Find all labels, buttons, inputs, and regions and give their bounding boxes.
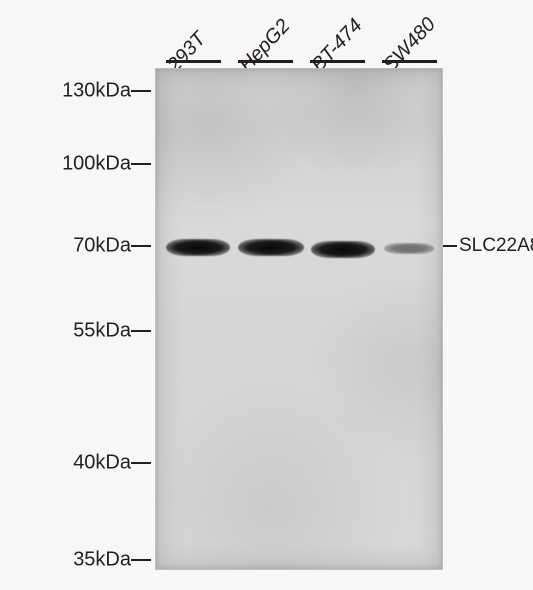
band-lane3 [311,241,375,258]
mw-marker [131,163,151,165]
lane-underline [382,60,437,63]
band-lane2 [238,239,304,256]
mw-label: 55kDa [73,320,131,343]
lane-underline [238,60,293,63]
mw-marker [131,462,151,464]
mw-marker [131,245,151,247]
mw-marker [131,90,151,92]
target-label: SLC22A8 [459,235,533,257]
mw-label: 40kDa [73,452,131,475]
blot-membrane [155,68,443,570]
band-lane1 [166,239,230,256]
lane-underline [310,60,365,63]
mw-marker [131,330,151,332]
western-blot-figure: 130kDa 100kDa 70kDa 55kDa 40kDa 35kDa 29… [0,0,533,590]
lane-underline [166,60,221,63]
mw-label: 100kDa [62,153,131,176]
band-lane4 [384,243,434,254]
mw-label: 70kDa [73,235,131,258]
mw-label: 130kDa [62,80,131,103]
mw-marker [131,559,151,561]
mw-label: 35kDa [73,549,131,572]
target-tick [443,245,457,247]
membrane-noise [156,69,442,569]
